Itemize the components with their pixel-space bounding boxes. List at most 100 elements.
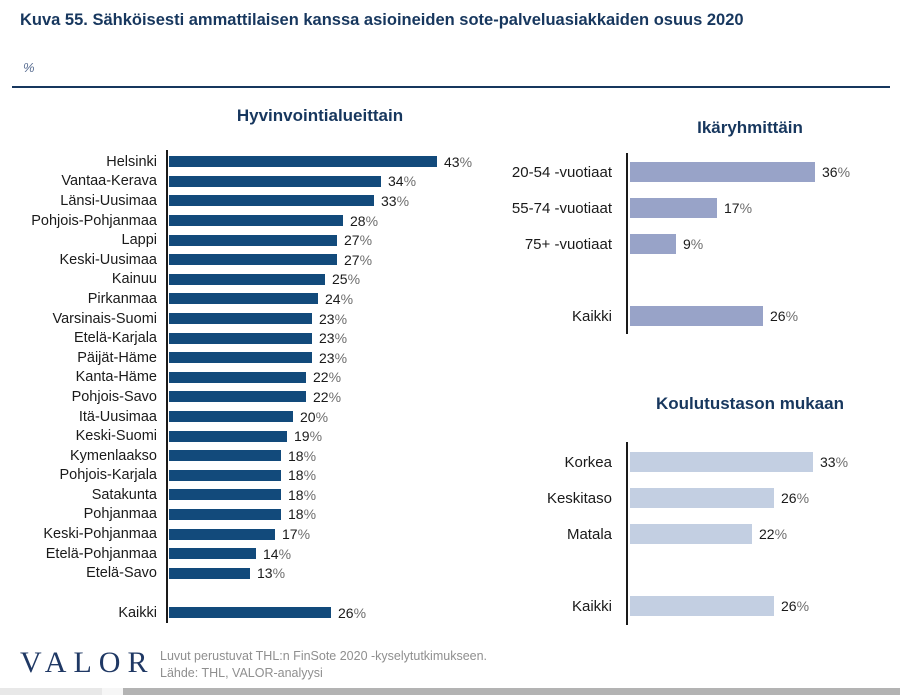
value-number: 14 bbox=[263, 545, 279, 562]
value-number: 28 bbox=[350, 212, 366, 229]
value-number: 27 bbox=[344, 251, 360, 268]
value-number: 20 bbox=[300, 408, 316, 425]
value-unit: % bbox=[272, 565, 286, 582]
value-number: 26 bbox=[770, 308, 786, 324]
category-label: Pohjois-Karjala bbox=[59, 467, 157, 484]
chart-row: Etelä-Savo 13% bbox=[0, 563, 470, 583]
value-number: 22 bbox=[759, 526, 775, 542]
value-label: 14% bbox=[263, 546, 291, 562]
chart-row: Vantaa-Kerava 34% bbox=[0, 172, 470, 192]
source-notes: Luvut perustuvat THL:n FinSote 2020 -kys… bbox=[160, 648, 487, 682]
bottom-strip bbox=[0, 688, 900, 695]
chart-row: Lappi 27% bbox=[0, 230, 470, 250]
value-label: 18% bbox=[288, 448, 316, 464]
category-label: Etelä-Pohjanmaa bbox=[45, 545, 157, 562]
value-unit: % bbox=[347, 271, 361, 288]
category-label: Päijät-Häme bbox=[77, 349, 157, 366]
value-unit: % bbox=[303, 506, 317, 523]
category-label: 20-54 -vuotiaat bbox=[511, 163, 612, 181]
chart-row: Keski-Pohjanmaa 17% bbox=[0, 524, 470, 544]
category-label: Kanta-Häme bbox=[75, 369, 157, 386]
value-number: 17 bbox=[724, 200, 740, 216]
chart-row: 55-74 -vuotiaat 17% bbox=[470, 190, 900, 226]
chart-row: Kymenlaakso 18% bbox=[0, 446, 470, 466]
category-label: Etelä-Savo bbox=[86, 565, 157, 582]
value-unit: % bbox=[353, 604, 367, 621]
strip-segment bbox=[0, 688, 102, 695]
value-label: 17% bbox=[282, 526, 310, 542]
value-unit: % bbox=[303, 486, 317, 503]
value-label: 23% bbox=[319, 330, 347, 346]
category-label: Korkea bbox=[564, 453, 612, 471]
source-note-line1: Luvut perustuvat THL:n FinSote 2020 -kys… bbox=[160, 649, 488, 663]
value-unit: % bbox=[396, 192, 410, 209]
value-label: 23% bbox=[319, 350, 347, 366]
value-unit: % bbox=[796, 598, 810, 614]
category-label: 55-74 -vuotiaat bbox=[511, 199, 612, 217]
chart-row: Pohjois-Pohjanmaa 28% bbox=[0, 211, 470, 231]
value-label: 26% bbox=[781, 490, 809, 506]
value-number: 18 bbox=[288, 486, 304, 503]
category-label: Etelä-Karjala bbox=[73, 330, 157, 347]
value-label: 23% bbox=[319, 311, 347, 327]
chart-row: Kaikki 26% bbox=[470, 298, 900, 334]
chart-row: Keskitaso 26% bbox=[470, 480, 900, 516]
bar bbox=[169, 607, 331, 619]
strip-segment bbox=[123, 688, 900, 695]
value-number: 26 bbox=[781, 490, 797, 506]
value-label: 17% bbox=[724, 200, 752, 216]
category-label: Kymenlaakso bbox=[69, 447, 157, 464]
bar bbox=[169, 293, 318, 305]
bar bbox=[169, 273, 325, 285]
value-number: 43 bbox=[444, 153, 460, 170]
source-note-line2: Lähde: THL, VALOR-analyysi bbox=[160, 666, 323, 680]
chart-row: Pohjanmaa 18% bbox=[0, 505, 470, 525]
bar bbox=[630, 198, 717, 218]
category-label: Kaikki bbox=[571, 597, 612, 615]
category-label: Kaikki bbox=[118, 604, 157, 621]
chart-row: Keski-Suomi 19% bbox=[0, 426, 470, 446]
value-number: 26 bbox=[338, 604, 354, 621]
value-unit: % bbox=[303, 467, 317, 484]
value-number: 9 bbox=[683, 236, 691, 252]
chart-row: Etelä-Karjala 23% bbox=[0, 328, 470, 348]
value-number: 26 bbox=[781, 598, 797, 614]
category-label: Keskitaso bbox=[546, 489, 612, 507]
category-label: Pirkanmaa bbox=[87, 290, 157, 307]
category-label: Keski-Pohjanmaa bbox=[43, 526, 157, 543]
value-unit: % bbox=[334, 349, 348, 366]
value-label: 22% bbox=[759, 526, 787, 542]
chart-row: Itä-Uusimaa 20% bbox=[0, 407, 470, 427]
bar bbox=[169, 391, 306, 403]
chart-row: Keski-Uusimaa 27% bbox=[0, 250, 470, 270]
chart-row: Varsinais-Suomi 23% bbox=[0, 309, 470, 329]
value-unit: % bbox=[785, 308, 799, 324]
unit-label: % bbox=[23, 60, 35, 75]
value-label: 25% bbox=[332, 271, 360, 287]
bar bbox=[169, 371, 306, 383]
bar bbox=[169, 156, 437, 168]
value-label: 13% bbox=[257, 565, 285, 581]
value-unit: % bbox=[774, 526, 788, 542]
value-label: 9% bbox=[683, 236, 703, 252]
value-number: 23 bbox=[319, 349, 335, 366]
value-label: 36% bbox=[822, 164, 850, 180]
category-label: Matala bbox=[566, 525, 612, 543]
bar bbox=[169, 175, 381, 187]
bar bbox=[169, 352, 312, 364]
category-label: Keski-Suomi bbox=[75, 428, 157, 445]
value-number: 33 bbox=[820, 454, 836, 470]
value-unit: % bbox=[365, 212, 379, 229]
valor-logo: VALOR bbox=[20, 646, 155, 679]
bar bbox=[169, 548, 256, 560]
value-label: 19% bbox=[294, 428, 322, 444]
value-unit: % bbox=[690, 236, 704, 252]
category-label: Pohjois-Savo bbox=[71, 388, 157, 405]
value-number: 23 bbox=[319, 310, 335, 327]
value-unit: % bbox=[837, 164, 851, 180]
bar bbox=[169, 332, 312, 344]
value-label: 22% bbox=[313, 389, 341, 405]
chart-row: 75+ -vuotiaat 9% bbox=[470, 226, 900, 262]
bar bbox=[169, 254, 337, 266]
